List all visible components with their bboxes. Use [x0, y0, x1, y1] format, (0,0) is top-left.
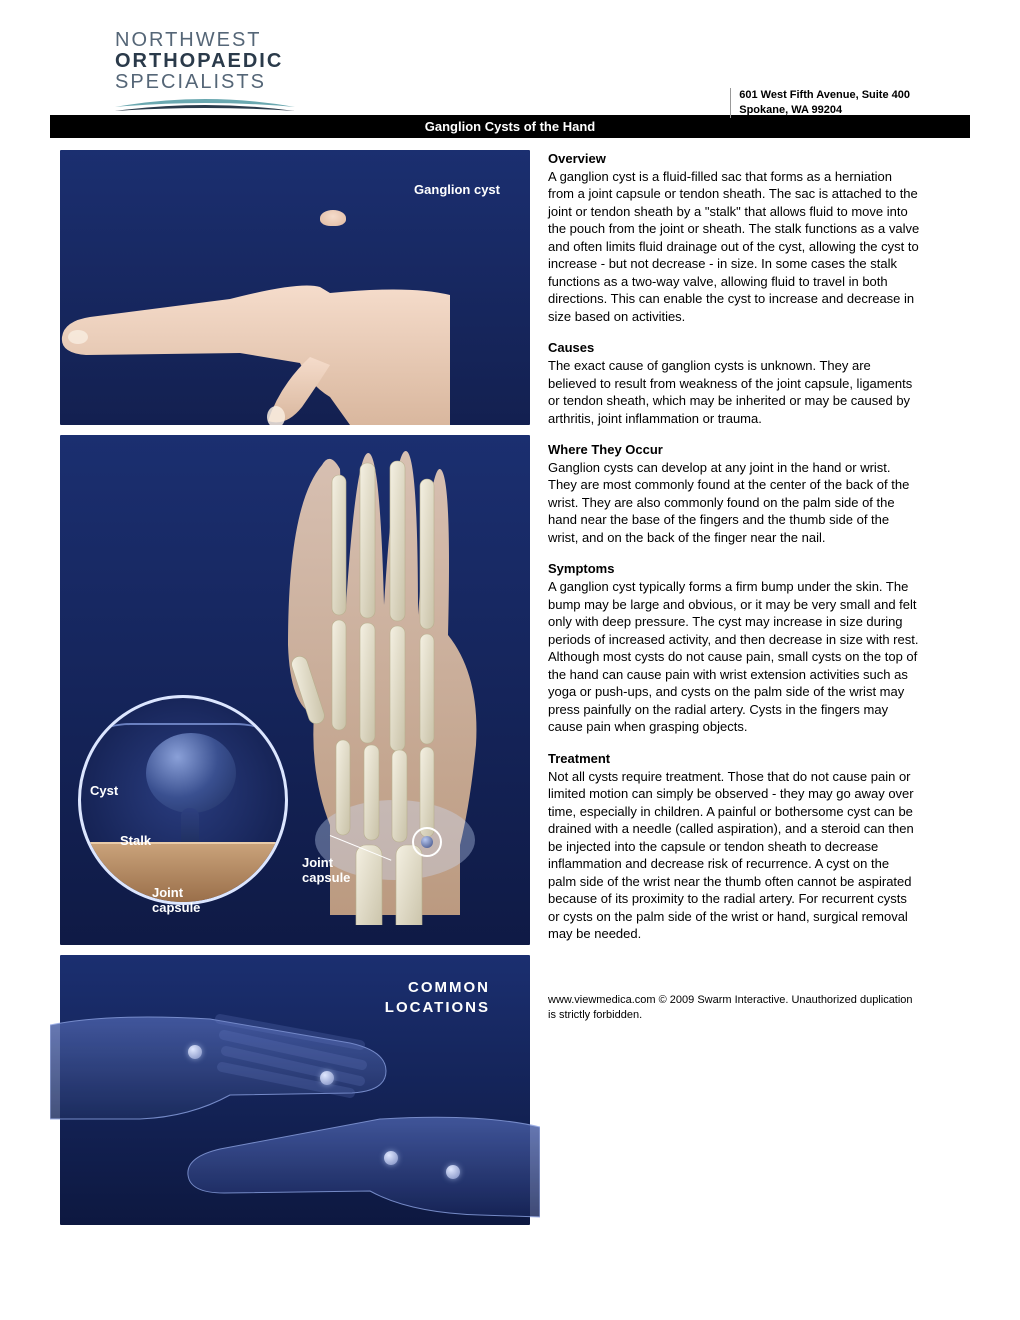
- skeleton-hand-icon: [270, 445, 500, 925]
- label-stalk: Stalk: [120, 833, 151, 848]
- text-column: Overview A ganglion cyst is a fluid-fill…: [548, 150, 960, 1225]
- address-line1: 601 West Fifth Avenue, Suite 400: [739, 88, 910, 103]
- heading-treatment: Treatment: [548, 750, 920, 768]
- address-line2: Spokane, WA 99204: [739, 103, 910, 118]
- brand-swoosh-icon: [115, 97, 295, 115]
- figure-hand-side: Ganglion cyst: [60, 150, 530, 425]
- figure-common-locations: COMMON LOCATIONS: [60, 955, 530, 1225]
- heading-symptoms: Symptoms: [548, 560, 920, 578]
- label-ganglion-cyst: Ganglion cyst: [414, 182, 500, 197]
- para-causes: The exact cause of ganglion cysts is unk…: [548, 357, 920, 427]
- hand-side-illustration-icon: [50, 225, 450, 425]
- para-treatment: Not all cysts require treatment. Those t…: [548, 768, 920, 943]
- address-block: 601 West Fifth Avenue, Suite 400 Spokane…: [730, 88, 910, 118]
- label-joint-capsule-right: Joint capsule: [302, 855, 350, 885]
- brand-logo: NORTHWEST ORTHOPAEDIC SPECIALISTS: [115, 30, 315, 120]
- brand-line2: ORTHOPAEDIC: [115, 51, 315, 72]
- heading-causes: Causes: [548, 339, 920, 357]
- label-common: COMMON: [408, 979, 490, 996]
- cyst-dot-icon: [421, 836, 433, 848]
- location-dot-icon: [188, 1045, 202, 1059]
- footer-note: www.viewmedica.com © 2009 Swarm Interact…: [548, 993, 920, 1023]
- brand-line1: NORTHWEST: [115, 30, 315, 51]
- label-locations: LOCATIONS: [385, 999, 490, 1016]
- heading-where: Where They Occur: [548, 441, 920, 459]
- para-where: Ganglion cysts can develop at any joint …: [548, 459, 920, 547]
- figures-column: Ganglion cyst: [60, 150, 530, 1225]
- ghost-hand-bottom-icon: [180, 1079, 540, 1229]
- label-cyst: Cyst: [90, 783, 118, 798]
- label-joint-capsule-left: Joint capsule: [152, 885, 200, 915]
- content-row: Ganglion cyst: [50, 150, 970, 1225]
- figure-anatomy-detail: Cyst Stalk Joint capsule Joint capsule: [60, 435, 530, 945]
- para-symptoms: A ganglion cyst typically forms a firm b…: [548, 578, 920, 736]
- brand-line3: SPECIALISTS: [115, 72, 315, 93]
- para-overview: A ganglion cyst is a fluid-filled sac th…: [548, 168, 920, 326]
- header: NORTHWEST ORTHOPAEDIC SPECIALISTS 601 We…: [50, 20, 970, 115]
- location-dot-icon: [446, 1165, 460, 1179]
- cyst-bump-icon: [320, 210, 346, 226]
- detail-circle-icon: [78, 695, 288, 905]
- location-dot-icon: [384, 1151, 398, 1165]
- heading-overview: Overview: [548, 150, 920, 168]
